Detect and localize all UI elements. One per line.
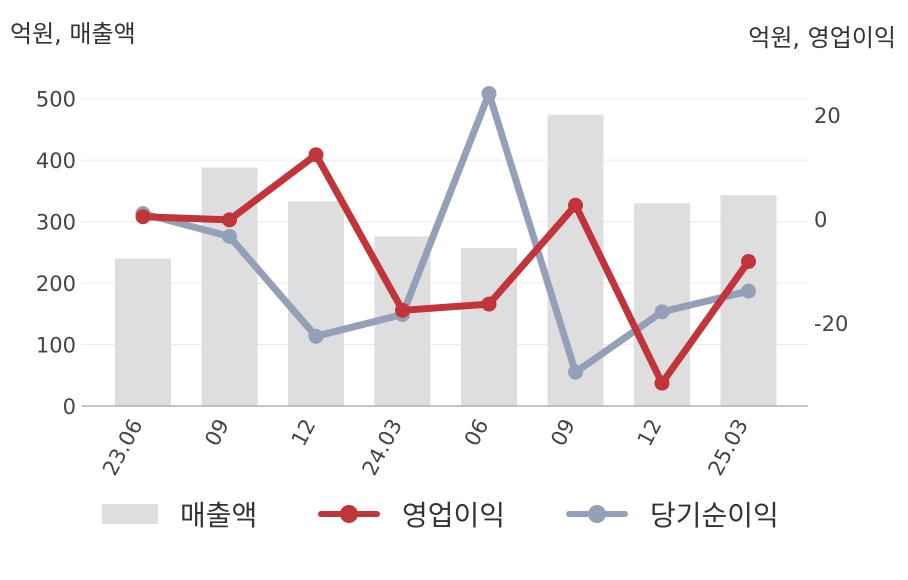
right-axis-unit: 억원, 영업이익: [748, 24, 896, 52]
left-y-axis-ticks: 0 100 200 300 400 500: [36, 88, 76, 419]
x-tick-label: 24.03: [357, 415, 406, 479]
right-y-tick: 0: [814, 208, 827, 232]
x-tick-label: 12: [287, 415, 321, 450]
series-point-12: [308, 328, 324, 344]
bar-06: [461, 248, 517, 406]
left-axis-unit: 억원, 매출액: [10, 20, 136, 48]
x-tick-label: 06: [460, 415, 494, 450]
left-y-tick: 500: [36, 88, 76, 112]
legend-item-operating-profit: 영업이익: [318, 490, 505, 538]
bar-23.06: [115, 258, 171, 406]
series-point-06: [481, 296, 497, 312]
legend-item-sales: 매출액: [102, 490, 257, 538]
left-y-tick: 100: [36, 334, 76, 358]
x-tick-label: 23.06: [98, 415, 147, 479]
line-series-영업이익: [135, 147, 756, 391]
right-y-axis-ticks: 20 0 -20: [814, 104, 848, 336]
legend-swatch-operating-profit: [318, 504, 380, 524]
line-series: [135, 85, 756, 391]
legend-swatch-net-income: [566, 504, 628, 524]
left-y-tick: 300: [36, 211, 76, 235]
series-point-25.03: [741, 253, 756, 269]
right-y-tick: -20: [814, 312, 848, 336]
legend-label-sales: 매출액: [180, 499, 258, 532]
x-tick-label: 25.03: [703, 415, 752, 479]
series-line: [139, 89, 752, 376]
series-point-09: [568, 197, 583, 213]
bar-25.03: [720, 195, 777, 406]
legend-label-operating-profit: 영업이익: [402, 499, 506, 532]
bar-12: [288, 201, 344, 406]
series-point-12: [654, 304, 670, 320]
left-y-tick: 0: [63, 395, 76, 419]
series-point-09: [222, 228, 237, 244]
series-point-12: [654, 375, 670, 391]
series-point-09: [222, 212, 237, 228]
left-y-tick: 400: [36, 149, 76, 173]
x-tick-label: 09: [546, 415, 580, 450]
series-point-12: [308, 147, 324, 163]
series-point-06: [481, 85, 497, 101]
series-point-23.06: [135, 209, 151, 225]
legend-item-net-income: 당기순이익: [566, 490, 779, 538]
x-tick-label: 09: [200, 415, 234, 450]
series-point-09: [568, 364, 583, 380]
x-tick-label: 12: [633, 415, 667, 450]
legend: 매출액 영업이익 당기순이익: [0, 490, 908, 538]
line-series-당기순이익: [135, 85, 756, 380]
series-point-25.03: [741, 283, 756, 299]
x-axis-ticks: 23.06 09 12 24.03 06 09 12 25.03: [98, 415, 753, 479]
legend-swatch-sales: [102, 504, 158, 524]
legend-label-net-income: 당기순이익: [650, 499, 779, 532]
series-point-24.03: [395, 302, 410, 318]
series-line: [139, 151, 752, 387]
right-y-tick: 20: [814, 104, 841, 128]
left-y-tick: 200: [36, 272, 76, 296]
